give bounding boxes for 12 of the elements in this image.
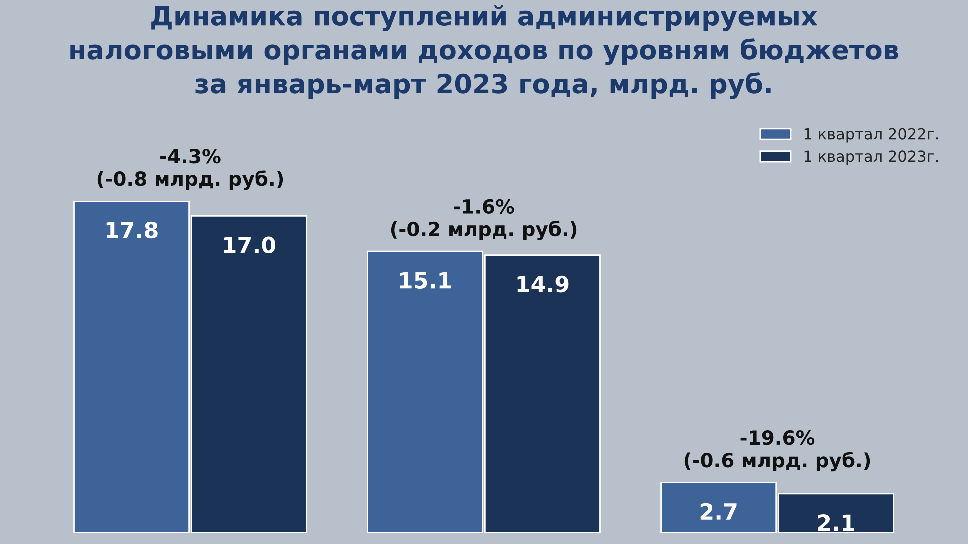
data-label: 17.8 (106, 222, 158, 239)
annotation: -1.6% (-0.2 млрд. руб.) (391, 199, 577, 241)
data-label: 14.9 (518, 276, 569, 293)
data-label: 17.0 (224, 236, 276, 254)
text: -4.3% (-0.8 млрд. руб.) (98, 149, 284, 190)
data-label: 2.7 (700, 503, 737, 520)
legend-label: 1 квартал 2023г. (804, 150, 938, 166)
data-label: 2.1 (818, 514, 854, 532)
legend-label: 1 квартал 2022г. (804, 128, 938, 143)
annotation: -19.6% (-0.6 млрд. руб.) (684, 430, 870, 472)
data-label: 15.1 (400, 272, 452, 289)
chart-title: Динамика поступлений администрируемых налоговыми органами доходов по уровням бюджетов за январь-март 2023 года, млрд. руб. (70, 5, 898, 100)
